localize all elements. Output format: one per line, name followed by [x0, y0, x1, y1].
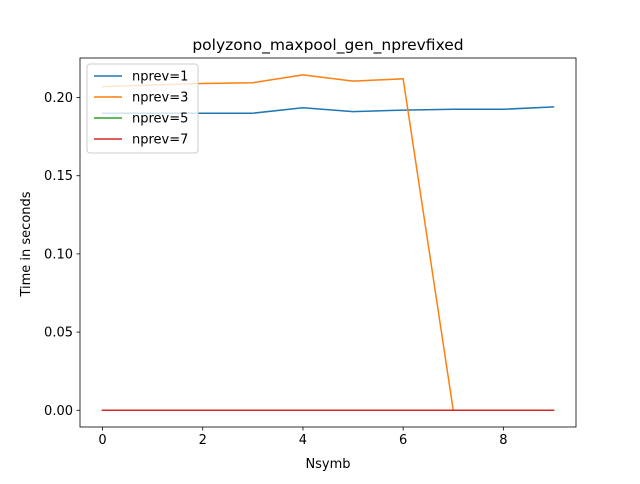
- legend-box: [86, 63, 199, 154]
- x-tick-label: 0: [98, 433, 106, 448]
- y-tick-label: 0.10: [44, 247, 73, 262]
- legend: nprev=1 nprev=3 nprev=5 nprev=7: [86, 63, 199, 154]
- x-axis-label: Nsymb: [305, 457, 350, 472]
- y-tick-label: 0.15: [44, 169, 73, 184]
- y-axis-label: Time in seconds: [19, 191, 34, 297]
- x-tick-label: 8: [499, 433, 507, 448]
- legend-label-nprev=3: nprev=3: [132, 91, 188, 106]
- axes-frame: [79, 57, 577, 428]
- chart-title: polyzono_maxpool_gen_nprevfixed: [192, 36, 463, 55]
- legend-label-nprev=1: nprev=1: [132, 70, 188, 85]
- legend-label-nprev=5: nprev=5: [132, 112, 188, 127]
- y-tick-label: 0.20: [44, 91, 73, 106]
- legend-label-nprev=7: nprev=7: [132, 133, 188, 148]
- y-tick-label: 0.05: [44, 326, 73, 341]
- x-tick-label: 4: [299, 433, 307, 448]
- x-tick-label: 6: [399, 433, 407, 448]
- y-tick-label: 0.00: [44, 404, 73, 419]
- x-tick-label: 2: [199, 433, 207, 448]
